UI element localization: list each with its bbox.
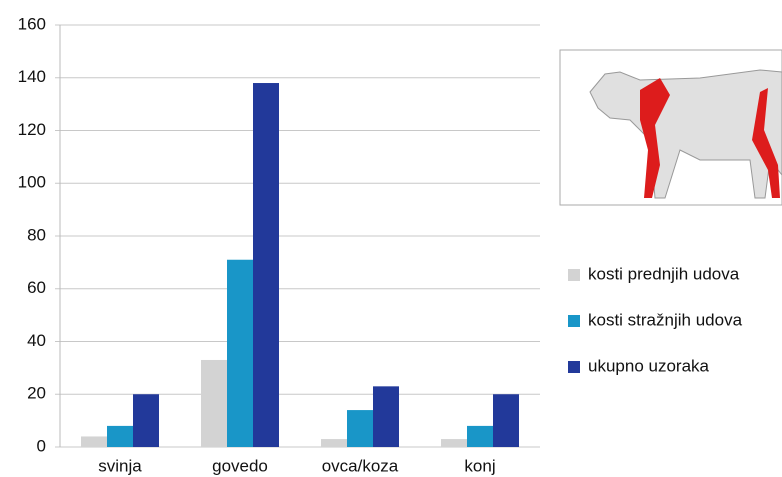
x-tick-label: konj	[464, 456, 495, 475]
y-tick-label: 20	[27, 384, 46, 403]
y-tick-label: 40	[27, 331, 46, 350]
x-tick-label: govedo	[212, 456, 268, 475]
y-tick-label: 80	[27, 225, 46, 244]
bar	[133, 394, 159, 447]
legend-swatch	[568, 315, 580, 327]
legend-swatch	[568, 361, 580, 373]
bar	[493, 394, 519, 447]
legend-label: kosti stražnjih udova	[588, 310, 743, 329]
x-tick-label: ovca/koza	[322, 456, 399, 475]
bar	[347, 410, 373, 447]
y-tick-label: 60	[27, 278, 46, 297]
bar	[253, 83, 279, 447]
bar	[201, 360, 227, 447]
y-tick-label: 100	[18, 173, 46, 192]
cow-illustration	[560, 50, 782, 205]
legend-label: kosti prednjih udova	[588, 264, 740, 283]
y-tick-label: 140	[18, 67, 46, 86]
y-tick-label: 0	[37, 436, 46, 455]
y-tick-label: 160	[18, 14, 46, 33]
bar	[321, 439, 347, 447]
x-tick-label: svinja	[98, 456, 142, 475]
bar	[107, 426, 133, 447]
legend-label: ukupno uzoraka	[588, 356, 710, 375]
y-tick-label: 120	[18, 120, 46, 139]
bar	[373, 386, 399, 447]
bar	[441, 439, 467, 447]
chart: 0 20 40 60 80 100 120 140 160 svinja govedo ovca/ko…	[0, 0, 782, 477]
bar	[467, 426, 493, 447]
bar	[227, 260, 253, 447]
legend-swatch	[568, 269, 580, 281]
bar	[81, 436, 107, 447]
